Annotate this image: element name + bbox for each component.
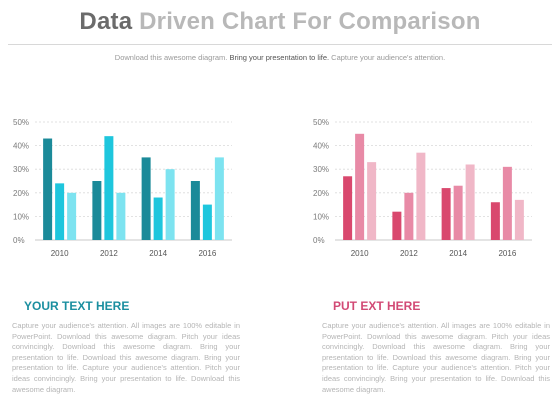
left-chart-ytick-label: 30% [13,165,29,174]
right-chart-ytick-label: 10% [313,212,329,221]
left-body-text: Capture your audience's attention. All i… [12,321,240,394]
left-chart-ytick-label: 0% [13,236,25,245]
right-chart-bar [502,166,512,240]
right-chart-bar [465,164,475,240]
right-chart-xtick-label: 2016 [498,249,516,258]
right-body-text: Capture your audience's attention. All i… [322,321,550,394]
left-chart-bar [165,169,175,240]
right-chart-bar [441,188,451,240]
right-chart-bar [514,199,524,240]
subtitle-pre: Download this awesome diagram. [114,53,228,62]
left-chart-xtick-label: 2012 [100,249,118,258]
right-chart-bar [453,185,463,240]
left-chart-ytick-label: 40% [13,142,29,151]
right-chart-xtick-label: 2014 [449,249,467,258]
right-chart-ytick-label: 50% [313,118,329,127]
right-chart-ytick-label: 40% [313,142,329,151]
left-chart-xtick-label: 2010 [51,249,69,258]
left-chart-bar [67,192,77,240]
right-chart-bar [343,176,353,240]
left-heading: YOUR TEXT HERE [24,299,130,313]
left-bar-chart: 0% 10% 20% 30% 40% 50% 2010 2012 2014 2016 [13,118,232,258]
page-title: Data Driven Chart For Comparison [0,8,560,36]
title-word-data: Data [79,8,133,35]
right-chart-xtick-label: 2012 [400,249,418,258]
left-chart-bar [92,181,102,240]
left-chart-bar [116,192,126,240]
left-chart-ytick-label: 20% [13,189,29,198]
subtitle: Download this awesome diagram. Bring you… [0,53,560,62]
left-chart-xtick-label: 2016 [198,249,216,258]
title-rest: Driven Chart For Comparison [132,8,481,35]
right-chart-ytick-label: 20% [313,189,329,198]
right-chart-bar [416,152,426,240]
right-chart-xtick-label: 2010 [351,249,369,258]
left-chart-bar [55,183,65,240]
right-chart-ytick-label: 30% [313,165,329,174]
left-chart-bar [141,157,151,240]
left-chart-bar [104,136,114,240]
left-chart-bar [43,138,53,240]
right-chart-ytick-label: 0% [313,236,325,245]
right-chart-bar [355,133,365,240]
left-chart-ytick-label: 10% [13,212,29,221]
left-chart-bar [153,197,163,240]
subtitle-bold: Bring your presentation to life. [227,53,330,62]
left-chart-bar [214,157,224,240]
left-chart-bar [190,181,200,240]
left-chart-xtick-label: 2014 [149,249,167,258]
right-chart-bar [490,202,500,240]
left-chart-bar [202,204,212,240]
left-chart-ytick-label: 50% [13,118,29,127]
right-chart-bar [367,162,377,240]
right-chart-bar [404,192,414,240]
right-heading: PUT EXT HERE [333,299,421,313]
right-chart-bar [392,211,402,240]
title-divider [8,44,552,45]
subtitle-post: Capture your audience's attention. [329,53,446,62]
right-bar-chart: 0% 10% 20% 30% 40% 50% 2010 2012 2014 2016 [313,118,532,258]
